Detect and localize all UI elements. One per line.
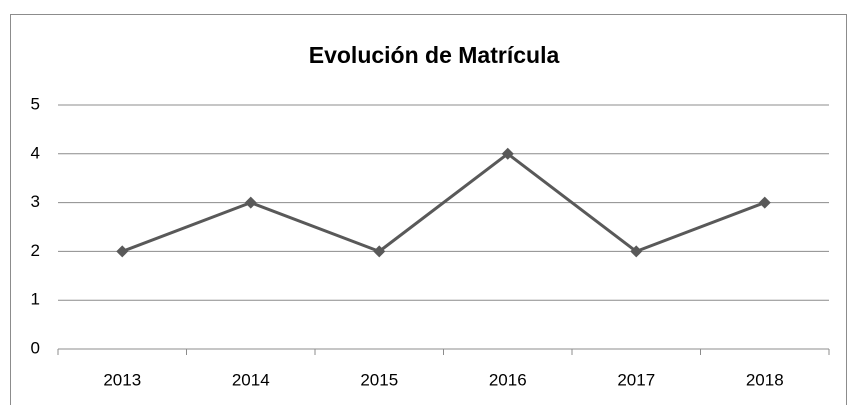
y-tick-label: 4 — [31, 143, 40, 162]
x-tick-label: 2014 — [232, 370, 270, 389]
data-point — [630, 245, 643, 258]
y-tick-label: 1 — [31, 290, 40, 309]
chart-frame — [10, 14, 847, 405]
data-point — [244, 196, 257, 209]
chart-title: Evolución de Matrícula — [309, 42, 560, 68]
y-tick-label: 0 — [31, 338, 40, 357]
x-tick-label: 2013 — [103, 370, 141, 389]
data-point — [501, 147, 514, 160]
y-tick-label: 3 — [31, 192, 40, 211]
x-tick-label: 2017 — [617, 370, 655, 389]
x-tick-label: 2018 — [746, 370, 784, 389]
data-line — [121, 152, 766, 253]
y-tick-label: 5 — [31, 94, 40, 113]
x-tick-label: 2015 — [360, 370, 398, 389]
data-point — [373, 245, 386, 258]
x-tick-label: 2016 — [489, 370, 527, 389]
y-tick-label: 2 — [31, 241, 40, 260]
data-point — [116, 245, 129, 258]
data-point — [758, 196, 771, 209]
